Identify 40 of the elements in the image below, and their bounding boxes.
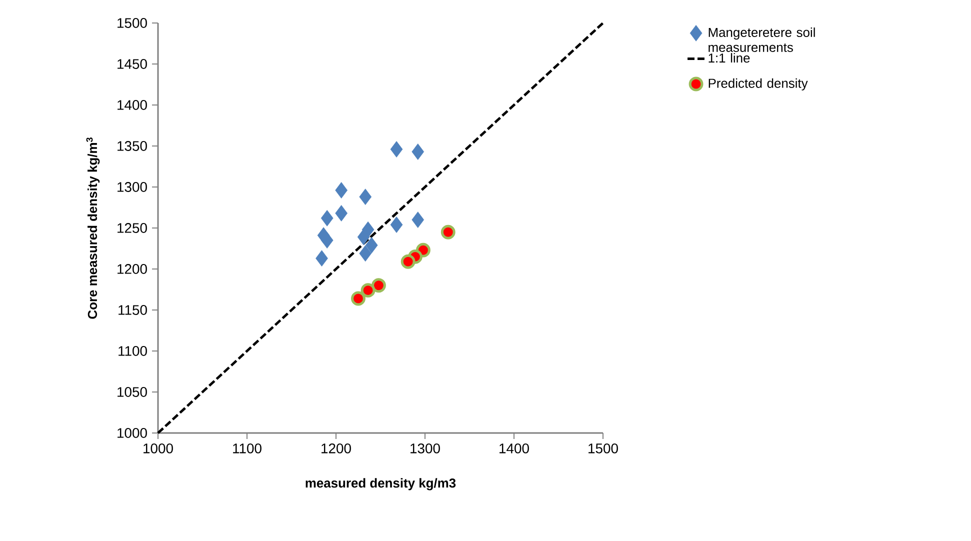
y-tick-label: 1450 [118,59,147,69]
legend-label: Mangeteretere soil measurements [708,27,815,52]
y-tick-label: 1500 [118,18,147,28]
y-tick-label: 1200 [118,264,147,274]
point [390,216,403,233]
legend-label: Predicted density [708,78,808,90]
point [320,210,334,226]
y-tick-label: 1350 [118,141,147,151]
y-tick-label: 1100 [118,346,147,356]
point [320,232,334,248]
point [412,212,424,228]
legend-label: 1:1 line [708,53,750,63]
point [316,250,328,267]
y-axis-title: Core measured density kg/m$^{3}$ [86,138,100,319]
point [371,278,386,293]
point [412,144,424,160]
x-tick-label: 1100 [233,443,262,454]
point [440,224,456,240]
point [359,188,372,206]
y-tick-label: 1250 [118,223,147,233]
point [335,205,348,222]
y-tick-label: 1000 [118,428,147,438]
y-tick-label: 1050 [118,387,147,397]
y-tick-label: 1150 [118,305,147,315]
point [400,254,416,269]
point [351,291,366,306]
x-tick-label: 1500 [588,443,618,454]
x-tick-label: 1400 [500,443,529,454]
point [360,283,376,298]
point [335,182,348,198]
point [357,228,370,246]
y-tick-label: 1300 [118,182,147,192]
point [365,237,378,254]
point [359,245,372,262]
y-tick-label: 1400 [118,100,147,110]
x-tick-label: 1300 [410,443,440,454]
x-axis-title: measured density kg/m3 [306,478,456,490]
point [390,141,403,158]
x-tick-label: 1000 [144,443,173,454]
x-tick-label: 1200 [322,443,351,454]
